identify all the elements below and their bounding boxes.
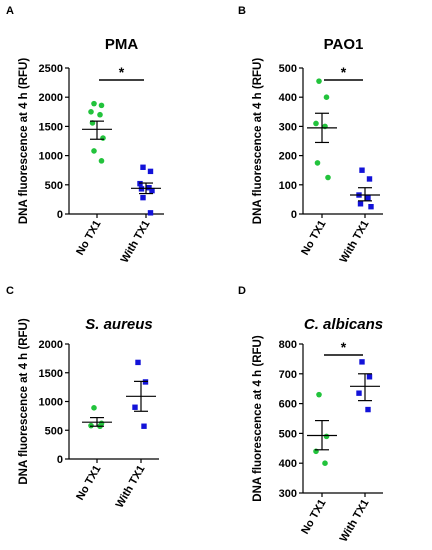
- y-tick-label: 700: [279, 369, 297, 381]
- y-tick-label: 2000: [39, 92, 63, 104]
- y-axis-label: DNA fluorescence at 4 h (RFU): [252, 335, 264, 502]
- panel-c: C S. aureus DNA fluorescence at 4 h (RFU) 0…: [6, 285, 159, 510]
- data-point: [359, 359, 365, 365]
- data-point: [356, 390, 362, 396]
- data-point: [147, 168, 154, 175]
- x-tick-label: No TX1: [74, 219, 103, 258]
- data-point: [98, 102, 105, 109]
- y-tick-label: 1000: [39, 151, 63, 163]
- significance-marker: *: [341, 339, 347, 355]
- data-point: [366, 374, 373, 380]
- data-point: [132, 404, 138, 410]
- data-point: [322, 460, 328, 467]
- panel-title: S. aureus: [85, 316, 153, 333]
- y-tick-label: 500: [45, 180, 63, 192]
- data-point: [97, 111, 103, 118]
- y-tick-label: 0: [57, 454, 63, 466]
- x-tick-label: With TX1: [338, 498, 372, 545]
- data-point: [365, 406, 371, 413]
- data-point: [88, 109, 94, 115]
- y-tick-label: 0: [57, 209, 63, 221]
- panel-d: D C. albicans DNA fluorescence at 4 h (RFU…: [238, 285, 383, 544]
- y-tick-label: 500: [45, 425, 63, 437]
- y-tick-label: 200: [279, 151, 297, 163]
- panel-title: PMA: [105, 36, 139, 53]
- data-point: [366, 176, 373, 182]
- panel-letter: A: [6, 5, 14, 17]
- data-point: [313, 120, 319, 127]
- y-axis-label: DNA fluorescence at 4 h (RFU): [18, 58, 30, 225]
- data-point: [149, 187, 155, 194]
- y-tick-label: 0: [291, 209, 297, 221]
- data-point: [100, 135, 106, 141]
- y-tick-label: 500: [279, 428, 297, 440]
- y-tick-label: 600: [279, 399, 297, 411]
- y-tick-label: 2000: [39, 339, 63, 351]
- y-tick-label: 100: [279, 180, 297, 192]
- x-tick-label: No TX1: [299, 219, 328, 258]
- data-point: [91, 148, 97, 154]
- data-point: [140, 164, 146, 170]
- x-tick-label: With TX1: [119, 219, 153, 266]
- y-axis-label: DNA fluorescence at 4 h (RFU): [18, 318, 30, 485]
- data-point: [323, 433, 330, 440]
- x-tick-label: No TX1: [74, 464, 103, 503]
- y-tick-label: 800: [279, 339, 297, 351]
- panel-letter: C: [6, 285, 14, 297]
- y-tick-label: 400: [279, 458, 297, 470]
- data-point: [316, 78, 322, 84]
- data-point: [365, 195, 371, 201]
- y-tick-label: 500: [279, 63, 297, 75]
- significance-marker: *: [119, 64, 125, 80]
- data-point: [98, 158, 105, 164]
- data-point: [368, 204, 374, 210]
- significance-marker: *: [341, 64, 347, 80]
- y-tick-label: 1000: [39, 397, 63, 409]
- panel-letter: D: [238, 285, 246, 297]
- y-tick-label: 400: [279, 92, 297, 104]
- data-point: [91, 100, 97, 107]
- data-point: [359, 167, 365, 173]
- panel-b: B PAO1 DNA fluorescence at 4 h (RFU) 0 100 20…: [238, 5, 383, 265]
- data-point: [140, 194, 146, 201]
- data-point: [91, 405, 97, 411]
- y-axis-label: DNA fluorescence at 4 h (RFU): [252, 58, 264, 225]
- data-point: [316, 391, 322, 398]
- panel-title: PAO1: [324, 36, 364, 53]
- panel-letter: B: [238, 5, 246, 17]
- data-point: [141, 423, 147, 429]
- y-tick-label: 300: [279, 488, 297, 500]
- panel-title: C. albicans: [304, 316, 383, 333]
- data-point: [147, 210, 154, 216]
- y-tick-label: 1500: [39, 368, 63, 380]
- data-point: [135, 359, 141, 366]
- y-tick-label: 2500: [39, 63, 63, 75]
- y-tick-label: 300: [279, 121, 297, 133]
- y-tick-label: 1500: [39, 121, 63, 133]
- data-point: [325, 174, 331, 181]
- panel-a: A PMA DNA fluorescence at 4 h (RFU) 0 500 100…: [6, 5, 164, 265]
- x-tick-label: With TX1: [114, 464, 148, 511]
- data-point: [314, 160, 321, 166]
- data-point: [357, 201, 364, 207]
- data-point: [323, 94, 330, 100]
- x-tick-label: No TX1: [299, 498, 328, 537]
- x-tick-label: With TX1: [338, 219, 372, 266]
